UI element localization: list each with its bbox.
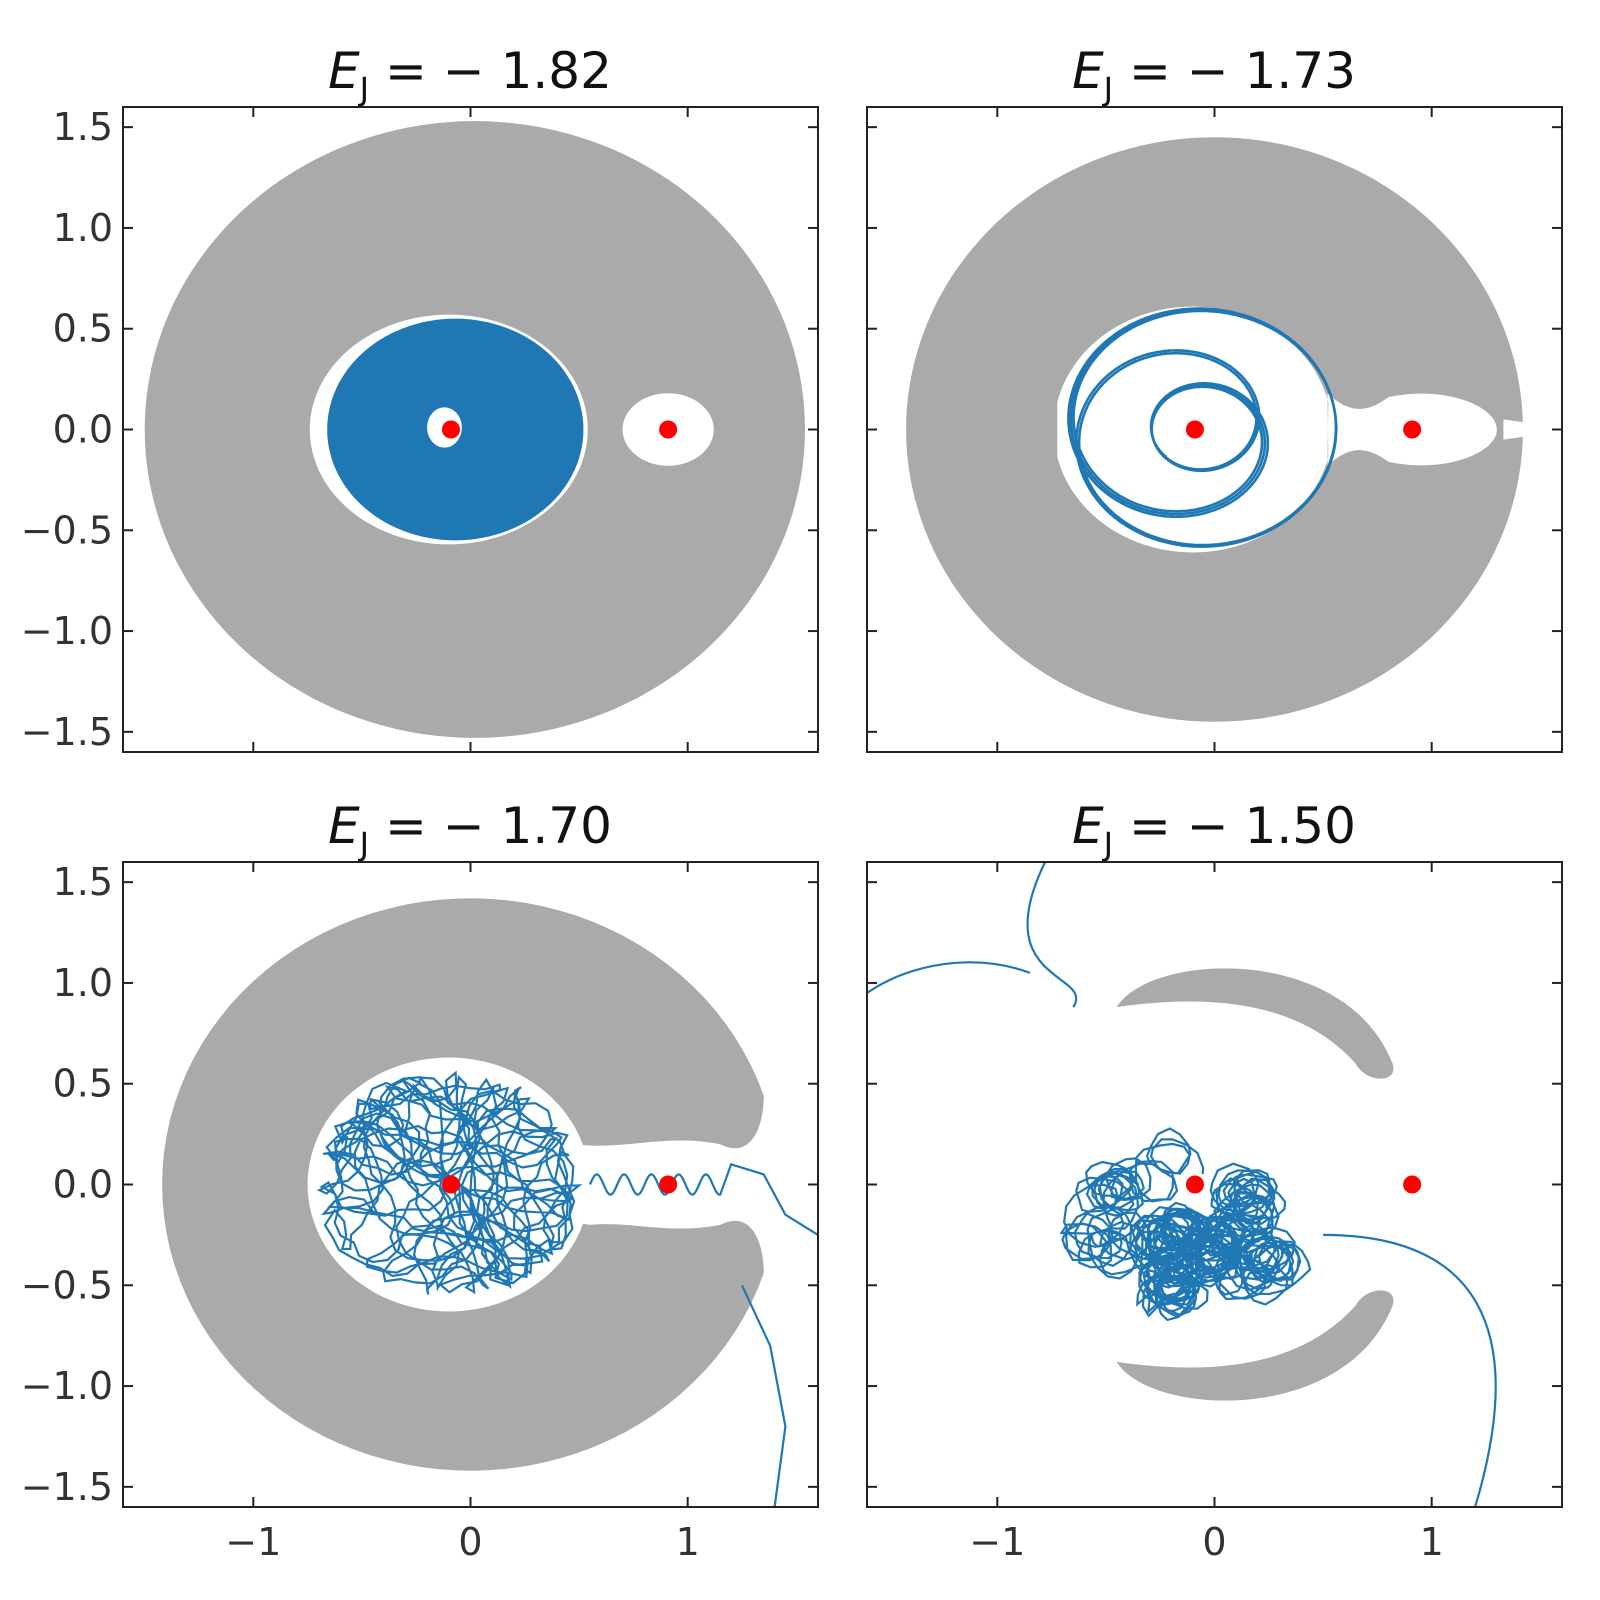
title-symbol: E — [1072, 42, 1104, 100]
forbidden-region — [144, 121, 805, 738]
mass-point — [1403, 420, 1422, 439]
y-tick-label: −0.5 — [21, 508, 113, 552]
y-tick-label: −1.0 — [21, 609, 113, 653]
panel-title-3: EJ = − 1.70 — [328, 797, 612, 863]
panel-ej-1-70: −1 0 1 1.5 1.0 0.5 0.0 −0.5 −1.0 −1.5 — [21, 860, 819, 1564]
orbit-line — [1067, 307, 1338, 548]
title-rest: = − 1.70 — [369, 797, 612, 855]
ring-notch — [1503, 419, 1532, 440]
title-rest: = − 1.73 — [1113, 42, 1356, 100]
y-tick-label: 1.5 — [53, 860, 113, 904]
y-tick-label: 1.0 — [53, 961, 113, 1005]
orbit-line — [316, 1070, 583, 1295]
panel-title-1: EJ = − 1.82 — [328, 42, 612, 108]
orbit-escape-line — [741, 1284, 787, 1507]
y-tick-label: −0.5 — [21, 1263, 113, 1307]
title-subscript: J — [1102, 825, 1113, 863]
allowed-region — [1057, 306, 1497, 553]
x-tick-label: −1 — [969, 1520, 1025, 1564]
orbit-escape-line — [588, 1162, 818, 1236]
y-tick-label: 0.0 — [53, 1163, 113, 1207]
orbit-escape-line — [867, 961, 1031, 994]
forbidden-lobe-upper — [1116, 968, 1394, 1079]
title-subscript: J — [358, 825, 369, 863]
title-symbol: E — [1072, 797, 1104, 855]
orbit-escape-line — [1026, 862, 1078, 1008]
panel-title-4: EJ = − 1.50 — [1072, 797, 1356, 863]
y-tick-label: −1.5 — [21, 1465, 113, 1509]
plot-area — [906, 137, 1532, 722]
y-tick-label: −1.0 — [21, 1364, 113, 1408]
title-subscript: J — [358, 70, 369, 108]
x-tick-label: 1 — [1420, 1520, 1444, 1564]
x-tick-label: 1 — [676, 1520, 700, 1564]
plot-area — [162, 898, 818, 1507]
y-tick-label: 1.0 — [53, 206, 113, 250]
panel-title-2: EJ = − 1.73 — [1072, 42, 1356, 108]
title-rest: = − 1.82 — [369, 42, 612, 100]
x-tick-label: 0 — [1202, 1520, 1226, 1564]
y-tick-label: 0.5 — [53, 1062, 113, 1106]
panel-ej-1-73 — [866, 106, 1563, 753]
plot-area — [144, 121, 805, 738]
y-tick-label: 1.5 — [53, 105, 113, 149]
forbidden-lobe-lower — [1116, 1290, 1394, 1401]
x-tick-label: 0 — [458, 1520, 482, 1564]
x-tick-label: −1 — [225, 1520, 281, 1564]
mass-point — [1185, 420, 1204, 439]
panel-ej-1-82: 1.5 1.0 0.5 0.0 −0.5 −1.0 −1.5 — [21, 105, 819, 754]
title-symbol: E — [328, 42, 360, 100]
title-subscript: J — [1102, 70, 1113, 108]
mass-point — [659, 1175, 678, 1194]
plot-area — [867, 862, 1497, 1507]
mass-point — [1403, 1175, 1422, 1194]
title-symbol: E — [328, 797, 360, 855]
forbidden-region — [162, 898, 764, 1471]
y-tick-label: −1.5 — [21, 710, 113, 754]
orbit-escape-line — [1323, 1233, 1497, 1507]
mass-point — [1185, 1175, 1204, 1194]
mass-point — [441, 420, 460, 439]
orbit-dense-fill — [327, 318, 584, 541]
orbit-line — [1059, 1127, 1312, 1322]
y-tick-label: 0.0 — [53, 408, 113, 452]
title-rest: = − 1.50 — [1113, 797, 1356, 855]
y-tick-label: 0.5 — [53, 307, 113, 351]
axes-frame — [866, 861, 1563, 1508]
mass-point — [441, 1175, 460, 1194]
panel-ej-1-50: −1 0 1 — [866, 861, 1563, 1564]
mass-point — [659, 420, 678, 439]
